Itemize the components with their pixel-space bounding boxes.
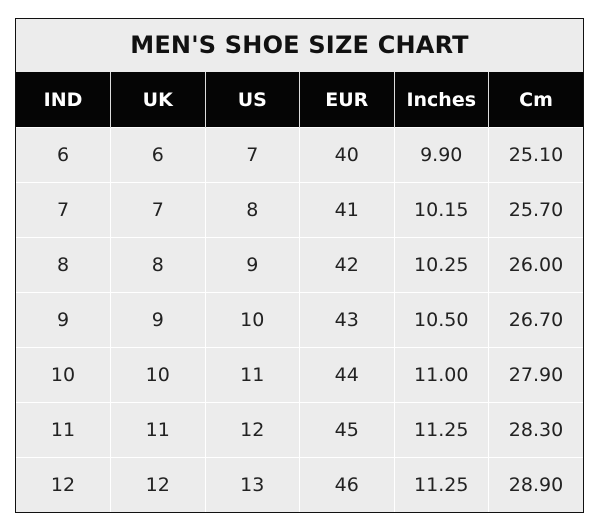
table-row: 11 11 12 45 11.25 28.30 [16, 402, 583, 458]
table-cell-eur: 41 [299, 182, 394, 238]
table-cell-ind: 8 [16, 237, 111, 293]
table-cell-us: 11 [204, 347, 300, 403]
size-table: IND UK US EUR Inches Cm 6 6 7 40 9.90 25.10 7 7 8 41 10… [16, 72, 583, 512]
table-cell-us: 13 [204, 457, 300, 512]
table-cell-us: 10 [204, 292, 300, 348]
column-header-us: US [204, 72, 300, 128]
header-row: IND UK US EUR Inches Cm [16, 72, 583, 128]
table-row: 10 10 11 44 11.00 27.90 [16, 347, 583, 403]
table-cell-ind: 12 [16, 457, 111, 512]
table-cell-cm: 28.30 [488, 402, 583, 458]
table-cell-cm: 25.70 [488, 182, 583, 238]
table-cell-inches: 10.25 [393, 237, 489, 293]
table-cell-inches: 11.00 [393, 347, 489, 403]
table-cell-ind: 7 [16, 182, 111, 238]
table-cell-cm: 26.70 [488, 292, 583, 348]
column-header-eur: EUR [299, 72, 394, 128]
table-cell-uk: 6 [110, 127, 205, 183]
column-header-ind: IND [16, 72, 111, 128]
table-cell-eur: 43 [299, 292, 394, 348]
table-row: 6 6 7 40 9.90 25.10 [16, 127, 583, 183]
table-cell-cm: 26.00 [488, 237, 583, 293]
table-cell-us: 8 [204, 182, 300, 238]
table-cell-inches: 11.25 [393, 457, 489, 512]
table-cell-eur: 46 [299, 457, 394, 512]
table-cell-us: 7 [204, 127, 300, 183]
table-cell-uk: 8 [110, 237, 205, 293]
table-cell-inches: 9.90 [393, 127, 489, 183]
table-cell-uk: 10 [110, 347, 205, 403]
table-cell-uk: 7 [110, 182, 205, 238]
size-chart: MEN'S SHOE SIZE CHART IND UK US EUR Inches Cm… [15, 18, 584, 513]
column-header-uk: UK [110, 72, 205, 128]
table-cell-uk: 12 [110, 457, 205, 512]
table-cell-cm: 25.10 [488, 127, 583, 183]
table-cell-eur: 45 [299, 402, 394, 458]
table-cell-ind: 11 [16, 402, 111, 458]
table-cell-eur: 44 [299, 347, 394, 403]
table-cell-uk: 11 [110, 402, 205, 458]
table-cell-inches: 10.15 [393, 182, 489, 238]
table-cell-eur: 40 [299, 127, 394, 183]
column-header-cm: Cm [488, 72, 583, 128]
table-cell-us: 12 [204, 402, 300, 458]
table-cell-ind: 9 [16, 292, 111, 348]
table-row: 7 7 8 41 10.15 25.70 [16, 182, 583, 238]
table-row: 12 12 13 46 11.25 28.90 [16, 457, 583, 512]
chart-title: MEN'S SHOE SIZE CHART [130, 31, 469, 59]
column-header-inches: Inches [393, 72, 489, 128]
table-cell-cm: 28.90 [488, 457, 583, 512]
table-row: 9 9 10 43 10.50 26.70 [16, 292, 583, 348]
table-cell-cm: 27.90 [488, 347, 583, 403]
table-cell-inches: 11.25 [393, 402, 489, 458]
table-cell-us: 9 [204, 237, 300, 293]
table-cell-eur: 42 [299, 237, 394, 293]
table-cell-inches: 10.50 [393, 292, 489, 348]
table-cell-ind: 6 [16, 127, 111, 183]
table-row: 8 8 9 42 10.25 26.00 [16, 237, 583, 293]
table-cell-uk: 9 [110, 292, 205, 348]
table-cell-ind: 10 [16, 347, 111, 403]
